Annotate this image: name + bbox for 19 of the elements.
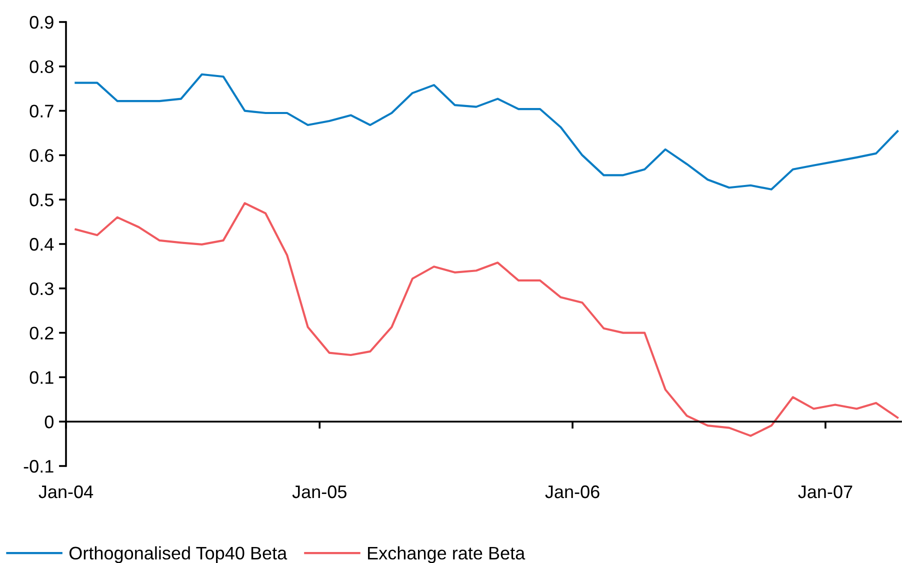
y-tick-label: 0.1 [30,371,54,384]
y-tick-label: 0.9 [30,16,54,29]
y-tick-label: 0.7 [30,104,54,118]
y-tick-label: 0.4 [30,238,54,251]
x-tick-label: Jan-07 [798,485,852,498]
line-series [74,202,899,437]
y-tick-label: 0.6 [30,149,54,162]
x-tick-label: Jan-05 [292,485,346,498]
y-tick-label: 0.5 [30,194,54,206]
legend-label: Exchange rate Beta [368,546,526,563]
x-tick-label: Jan-04 [38,485,94,498]
y-tick-label: 0.8 [30,60,54,74]
line-series [74,73,899,190]
legend-label: Orthogonalised Top40 Beta [69,546,288,563]
y-tick-label: -0.1 [24,460,54,473]
y-tick-label: 0.3 [30,282,54,296]
x-tick-label: Jan-06 [545,485,600,498]
y-tick-label: 0 [44,416,54,428]
y-tick-label: 0.2 [30,326,54,340]
